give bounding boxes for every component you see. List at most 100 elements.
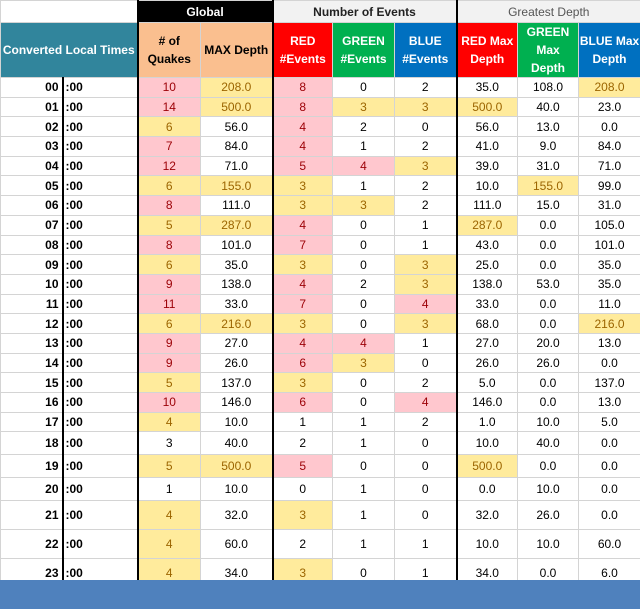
- blue-max-depth-cell: 0.0: [578, 454, 640, 479]
- hour-cell: 16: [0, 392, 64, 413]
- blue-events-cell: 2: [393, 195, 458, 216]
- green-events-cell: 0: [332, 372, 395, 393]
- red-max-depth-cell: 138.0: [456, 273, 519, 295]
- max-depth-cell: 101.0: [200, 234, 274, 256]
- blue-max-depth-cell: 13.0: [578, 332, 640, 354]
- max-depth-cell: 27.0: [200, 332, 274, 354]
- data-table: Global Number of Events Greatest Depth C…: [0, 0, 640, 589]
- column-header: BLUE #Events: [393, 22, 458, 78]
- quakes-cell: 10: [137, 392, 201, 413]
- data-row: 20:00 1 10.0 0 1 0 0.0 10.0 0.0: [0, 477, 640, 502]
- red-events-cell: 3: [272, 313, 333, 334]
- minute-cell: :00: [62, 332, 139, 354]
- minute-cell: :00: [62, 214, 139, 236]
- blue-max-depth-cell: 105.0: [578, 214, 640, 236]
- blue-max-depth-cell: 0.0: [578, 116, 640, 138]
- red-events-cell: 3: [272, 372, 333, 393]
- quakes-cell: 5: [137, 454, 201, 479]
- green-max-depth-cell: 53.0: [517, 273, 580, 295]
- red-max-depth-cell: 5.0: [456, 372, 519, 393]
- blue-max-depth-cell: 13.0: [578, 392, 640, 413]
- blue-events-cell: 2: [393, 136, 458, 157]
- green-max-depth-cell: 0.0: [517, 234, 580, 256]
- hour-cell: 09: [0, 254, 64, 275]
- green-events-cell: 4: [332, 332, 395, 354]
- quakes-cell: 9: [137, 352, 201, 374]
- green-max-depth-cell: 40.0: [517, 96, 580, 118]
- red-events-cell: 4: [272, 116, 333, 138]
- blue-max-depth-cell: 0.0: [578, 477, 640, 502]
- green-max-depth-cell: 0.0: [517, 293, 580, 315]
- red-events-cell: 8: [272, 96, 333, 118]
- blue-events-cell: 2: [393, 175, 458, 197]
- quakes-cell: 6: [137, 175, 201, 197]
- green-events-cell: 1: [332, 136, 395, 157]
- quakes-cell: 6: [137, 116, 201, 138]
- quakes-cell: 5: [137, 372, 201, 393]
- group-header-row: Global Number of Events Greatest Depth: [0, 0, 640, 23]
- green-events-cell: 0: [332, 254, 395, 275]
- blue-max-depth-cell: 216.0: [578, 313, 640, 334]
- blue-max-depth-cell: 5.0: [578, 411, 640, 433]
- green-max-depth-cell: 13.0: [517, 116, 580, 138]
- hour-cell: 05: [0, 175, 64, 197]
- red-events-cell: 7: [272, 234, 333, 256]
- red-events-cell: 3: [272, 254, 333, 275]
- data-row: 05:00 6 155.0 3 1 2 10.0 155.0 99.0: [0, 175, 640, 197]
- blue-events-cell: 3: [393, 313, 458, 334]
- data-row: 12:00 6 216.0 3 0 3 68.0 0.0 216.0: [0, 313, 640, 334]
- max-depth-cell: 146.0: [200, 392, 274, 413]
- minute-cell: :00: [62, 372, 139, 393]
- red-max-depth-cell: 500.0: [456, 454, 519, 479]
- column-header: Converted Local Times: [0, 22, 139, 78]
- max-depth-cell: 71.0: [200, 155, 274, 177]
- max-depth-cell: 40.0: [200, 431, 274, 456]
- data-row: 11:00 11 33.0 7 0 4 33.0 0.0 11.0: [0, 293, 640, 315]
- data-row: 09:00 6 35.0 3 0 3 25.0 0.0 35.0: [0, 254, 640, 275]
- max-depth-cell: 216.0: [200, 313, 274, 334]
- quakes-cell: 1: [137, 477, 201, 502]
- red-events-cell: 3: [272, 195, 333, 216]
- data-row: 16:00 10 146.0 6 0 4 146.0 0.0 13.0: [0, 392, 640, 413]
- green-events-cell: 3: [332, 195, 395, 216]
- footer-bar: [0, 580, 640, 609]
- data-row: 01:00 14 500.0 8 3 3 500.0 40.0 23.0: [0, 96, 640, 118]
- data-row: 15:00 5 137.0 3 0 2 5.0 0.0 137.0: [0, 372, 640, 393]
- green-events-cell: 1: [332, 529, 395, 560]
- blue-events-cell: 0: [393, 454, 458, 479]
- hour-cell: 02: [0, 116, 64, 138]
- blue-events-cell: 3: [393, 254, 458, 275]
- max-depth-cell: 287.0: [200, 214, 274, 236]
- data-row: 02:00 6 56.0 4 2 0 56.0 13.0 0.0: [0, 116, 640, 138]
- minute-cell: :00: [62, 352, 139, 374]
- quakes-cell: 9: [137, 273, 201, 295]
- minute-cell: :00: [62, 313, 139, 334]
- data-row: 07:00 5 287.0 4 0 1 287.0 0.0 105.0: [0, 214, 640, 236]
- green-max-depth-cell: 10.0: [517, 529, 580, 560]
- corner: [0, 0, 139, 23]
- red-events-cell: 4: [272, 136, 333, 157]
- hour-cell: 19: [0, 454, 64, 479]
- hour-cell: 17: [0, 411, 64, 433]
- hour-cell: 12: [0, 313, 64, 334]
- group-header: Global: [137, 0, 274, 23]
- red-events-cell: 6: [272, 392, 333, 413]
- max-depth-cell: 32.0: [200, 500, 274, 531]
- data-row: 08:00 8 101.0 7 0 1 43.0 0.0 101.0: [0, 234, 640, 256]
- red-max-depth-cell: 43.0: [456, 234, 519, 256]
- blue-events-cell: 2: [393, 77, 458, 98]
- green-events-cell: 3: [332, 96, 395, 118]
- hour-cell: 08: [0, 234, 64, 256]
- minute-cell: :00: [62, 411, 139, 433]
- quakes-cell: 4: [137, 529, 201, 560]
- green-max-depth-cell: 15.0: [517, 195, 580, 216]
- red-events-cell: 3: [272, 500, 333, 531]
- blue-max-depth-cell: 0.0: [578, 431, 640, 456]
- blue-events-cell: 0: [393, 431, 458, 456]
- green-events-cell: 0: [332, 234, 395, 256]
- minute-cell: :00: [62, 136, 139, 157]
- green-max-depth-cell: 0.0: [517, 372, 580, 393]
- quakes-cell: 10: [137, 77, 201, 98]
- green-max-depth-cell: 0.0: [517, 254, 580, 275]
